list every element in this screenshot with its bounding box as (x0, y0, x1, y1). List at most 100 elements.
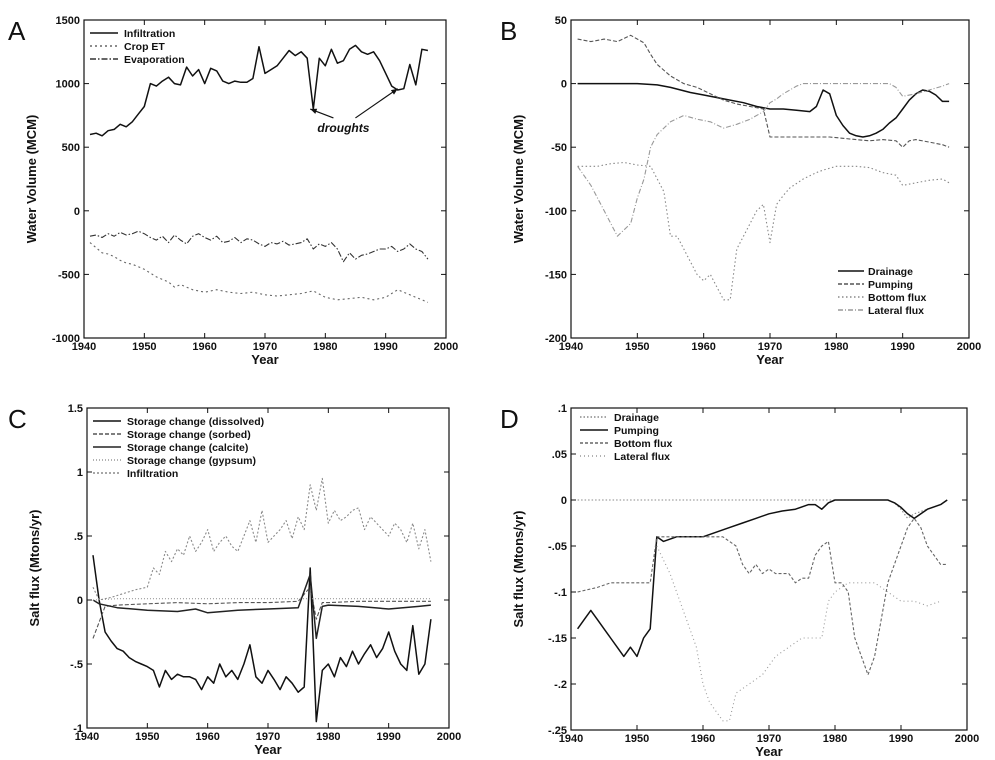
y-tick-label-c: 1.5 (68, 403, 83, 415)
series-line-a-2 (89, 242, 429, 303)
y-tick-label-a: 1500 (56, 15, 80, 27)
legend-entry-c-4: Storage change (gypsum) (127, 455, 256, 467)
y-tick-label-c: .5 (74, 531, 83, 543)
y-tick-label-b: 0 (561, 79, 567, 91)
x-tick-label-c: 1950 (135, 731, 159, 743)
y-tick-label-c: -1 (73, 723, 83, 735)
legend-entry-c-3: Storage change (calcite) (127, 442, 248, 454)
y-tick-label-d: 0 (561, 495, 567, 507)
x-tick-label-d: 1960 (691, 733, 715, 745)
x-tick-label-b: 1940 (559, 341, 583, 353)
y-tick-label-c: 1 (77, 467, 83, 479)
y-tick-label-a: -500 (58, 269, 80, 281)
y-tick-label-d: -.05 (548, 541, 567, 553)
series-line-d-2 (576, 499, 948, 658)
x-tick-label-d: 1940 (559, 733, 583, 745)
legend-entry-c-2: Storage change (sorbed) (127, 429, 251, 441)
x-tick-label-c: 1960 (195, 731, 219, 743)
y-tick-label-d: .05 (552, 449, 567, 461)
annotation-a-1: droughts (317, 121, 369, 135)
legend-entry-b-4: Lateral flux (868, 305, 924, 317)
y-tick-label-d: -.2 (554, 679, 567, 691)
x-tick-label-a: 1950 (132, 341, 156, 353)
x-tick-label-c: 1940 (75, 731, 99, 743)
panel-letter-a: A (8, 16, 26, 46)
x-tick-label-c: 1990 (376, 731, 400, 743)
y-tick-label-b: -100 (545, 206, 567, 218)
y-axis-title-a: Water Volume (MCM) (24, 115, 39, 244)
x-tick-label-c: 1970 (256, 731, 280, 743)
legend-entry-d-1: Drainage (614, 412, 659, 424)
x-tick-label-d: 1950 (625, 733, 649, 745)
panel-letter-c: C (8, 404, 27, 434)
x-tick-label-b: 1970 (758, 341, 782, 353)
series-line-c-2 (92, 586, 431, 639)
series-line-b-4 (577, 83, 950, 237)
panel-letter-d: D (500, 404, 519, 434)
y-tick-label-a: 0 (74, 206, 80, 218)
series-line-b-3 (577, 161, 950, 301)
x-tick-label-a: 1970 (253, 341, 277, 353)
x-tick-label-a: 1980 (313, 341, 337, 353)
x-axis-title-a: Year (251, 352, 278, 367)
legend-entry-a-1: Infiltration (124, 28, 175, 40)
annotation-arrowhead-a-1 (310, 108, 318, 114)
x-tick-label-d: 1990 (889, 733, 913, 745)
series-line-d-4 (656, 545, 941, 722)
panel-a: A 1940 1950 1960 1970 1980 1990 2000 -1000 -500 0 5… (8, 15, 458, 367)
series-line-c-1 (92, 555, 432, 723)
y-tick-label-c: -.5 (70, 659, 83, 671)
panel-d: D 1940 1950 1960 1970 1980 1990 2000 -.25 -.2 -.15… (500, 403, 979, 759)
y-tick-label-c: 0 (77, 595, 83, 607)
x-tick-label-a: 1960 (192, 341, 216, 353)
x-tick-label-b: 1960 (691, 341, 715, 353)
series-line-d-3 (577, 517, 948, 676)
y-tick-label-d: -.15 (548, 633, 567, 645)
annotation-arrowhead-a-2 (390, 88, 398, 95)
legend-entry-a-2: Crop ET (124, 41, 165, 53)
legend-entry-d-4: Lateral flux (614, 451, 670, 463)
legend-entry-c-1: Storage change (dissolved) (127, 416, 264, 428)
y-tick-label-b: -200 (545, 333, 567, 345)
y-tick-label-d: -.25 (548, 725, 567, 737)
x-tick-label-b: 1980 (824, 341, 848, 353)
x-tick-label-c: 1980 (316, 731, 340, 743)
panel-c: C 1940 1950 1960 1970 1980 1990 2000 -1 -.5 0 .5 1 1.… (8, 403, 461, 757)
y-tick-label-b: -150 (545, 269, 567, 281)
panel-letter-b: B (500, 16, 517, 46)
x-tick-label-a: 1940 (72, 341, 96, 353)
legend-entry-a-3: Evaporation (124, 54, 185, 66)
x-tick-label-d: 2000 (955, 733, 979, 745)
x-tick-label-d: 1980 (823, 733, 847, 745)
series-line-a-1 (89, 44, 429, 137)
annotation-arrow-a-2 (355, 88, 399, 119)
series-line-b-2 (577, 34, 950, 148)
x-tick-label-a: 2000 (434, 341, 458, 353)
x-tick-label-b: 1990 (890, 341, 914, 353)
y-tick-label-a: -1000 (52, 333, 80, 345)
x-axis-title-b: Year (756, 352, 783, 367)
y-axis-title-b: Water Volume (MCM) (511, 115, 526, 244)
x-axis-title-d: Year (755, 744, 782, 759)
series-line-a-3 (89, 230, 429, 263)
legend-entry-d-3: Bottom flux (614, 438, 672, 450)
y-tick-label-d: -.1 (554, 587, 567, 599)
x-tick-label-b: 1950 (625, 341, 649, 353)
x-tick-label-d: 1970 (757, 733, 781, 745)
y-tick-label-a: 1000 (56, 79, 80, 91)
x-axis-title-c: Year (254, 742, 281, 757)
y-tick-label-d: .1 (558, 403, 567, 415)
series-line-b-1 (577, 82, 950, 138)
legend-entry-c-5: Infiltration (127, 468, 178, 480)
legend-entry-b-1: Drainage (868, 266, 913, 278)
y-tick-label-a: 500 (62, 142, 80, 154)
y-tick-label-b: 50 (555, 15, 567, 27)
legend-entry-d-2: Pumping (614, 425, 659, 437)
y-axis-title-c: Salt flux (Mtons/yr) (27, 509, 42, 626)
x-tick-label-b: 2000 (957, 341, 981, 353)
panel-b: B 1940 1950 1960 1970 1980 1990 2000 -200 -150 -10… (500, 15, 981, 367)
x-tick-label-a: 1990 (373, 341, 397, 353)
legend-entry-b-3: Bottom flux (868, 292, 926, 304)
